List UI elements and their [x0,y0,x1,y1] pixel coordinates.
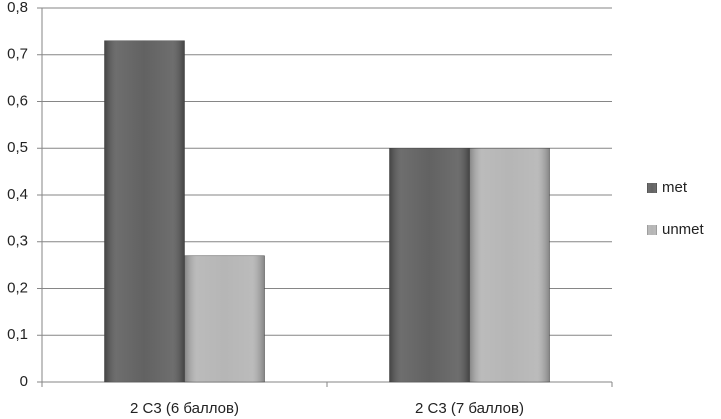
x-tick-label: 2 C3 (7 баллов) [415,400,524,417]
y-tick-label: 0,3 [7,233,28,250]
y-tick-label: 0,2 [7,279,28,296]
bar-shine [184,255,265,382]
legend-label: unmet [662,221,705,238]
x-tick-label: 2 C3 (6 баллов) [130,400,239,417]
legend-label: met [662,179,688,196]
y-tick-label: 0,4 [7,186,28,203]
y-tick-label: 0,7 [7,46,28,63]
legend-swatch-shine [647,225,657,235]
legend-swatch-shine [647,183,657,193]
bar-shine [389,148,470,382]
bar-shine [469,148,550,382]
y-tick-label: 0,6 [7,92,28,109]
y-tick-label: 0,5 [7,139,28,156]
y-tick-label: 0,8 [7,0,28,16]
y-tick-label: 0 [20,373,28,390]
y-tick-label: 0,1 [7,326,28,343]
bar-shine [104,40,185,382]
